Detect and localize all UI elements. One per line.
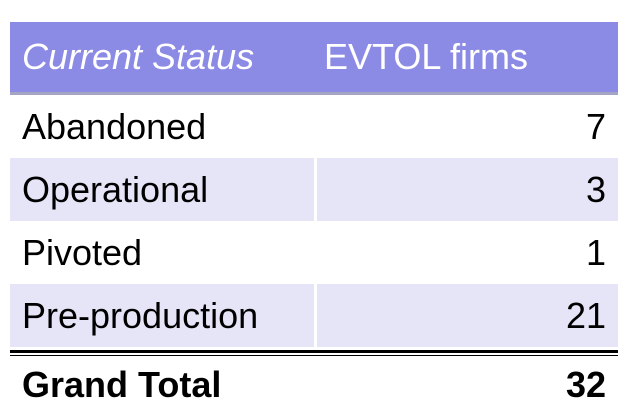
- header-cell: EVTOL firms: [324, 36, 529, 77]
- status-cell: Operational: [22, 168, 209, 210]
- status-cell: Abandoned: [22, 105, 207, 147]
- table-row: Pre-production 21: [10, 284, 618, 347]
- total-row: Grand Total 32: [10, 356, 618, 414]
- pivot-table: Current Status EVTOL firms Abandoned 7 Ope…: [10, 22, 618, 414]
- table-row: Operational 3: [10, 158, 618, 221]
- total-value: 32: [314, 356, 618, 414]
- status-cell: Pivoted: [22, 231, 143, 273]
- count-cell: 7: [314, 95, 618, 158]
- status-cell: Pre-production: [22, 294, 259, 336]
- table-body: Abandoned 7 Operational 3 Pivoted 1 Pre-produc…: [10, 95, 618, 347]
- table-row: Pivoted 1: [10, 221, 618, 284]
- header-row: Current Status EVTOL firms: [10, 22, 618, 95]
- header-cell: Current Status: [22, 36, 255, 77]
- count-cell: 21: [314, 284, 618, 347]
- double-rule: [10, 350, 618, 356]
- count-cell: 1: [314, 221, 618, 284]
- count-cell: 3: [314, 158, 618, 221]
- table-row: Abandoned 7: [10, 95, 618, 158]
- total-label: Grand Total: [22, 364, 222, 405]
